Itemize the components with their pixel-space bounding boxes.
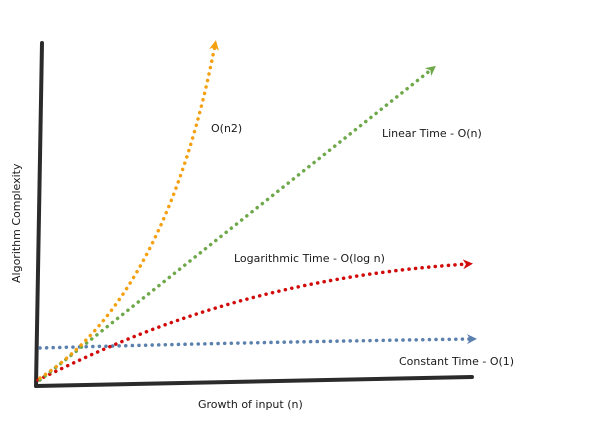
logarithmic-label: Logarithmic Time - O(log n) xyxy=(234,252,385,265)
x-axis xyxy=(34,375,474,388)
y-axis xyxy=(34,41,44,388)
quadratic-curve xyxy=(38,40,219,380)
linear-label: Linear Time - O(n) xyxy=(382,127,482,140)
linear-curve xyxy=(38,65,436,382)
x-axis-label: Growth of input (n) xyxy=(198,398,303,411)
logarithmic-curve xyxy=(36,259,473,382)
constant-curve xyxy=(38,334,477,350)
y-axis-label: Algorithm Complexity xyxy=(10,163,23,283)
quadratic-label: O(n2) xyxy=(211,122,242,135)
constant-label: Constant Time - O(1) xyxy=(399,355,514,368)
